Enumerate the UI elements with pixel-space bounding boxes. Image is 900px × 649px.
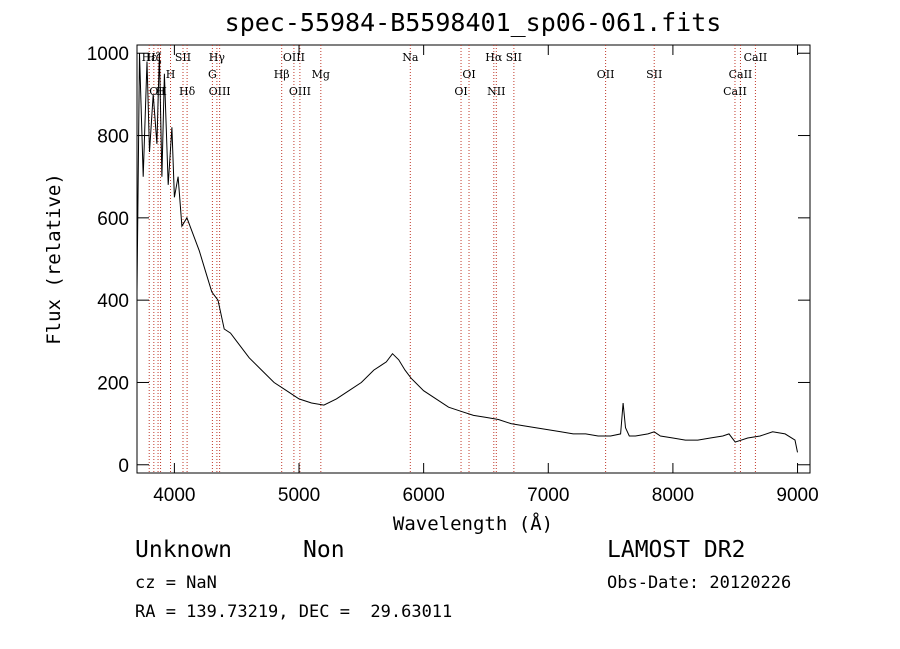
line-label-OI: OI (454, 85, 467, 98)
spectrum-chart: HεHζOIIHHSIIHδHγGOIIIHβOIIIOIIIMgNaOIOIH… (43, 44, 819, 535)
line-label-Hζ: Hζ (146, 51, 162, 64)
y-axis-label: Flux (relative) (43, 173, 65, 345)
line-label-SII: SII (506, 51, 522, 64)
line-label-CaII: CaII (729, 68, 753, 81)
x-axis: 4000 5000 6000 7000 8000 9000 (153, 45, 819, 506)
y-tick-label-600: 600 (97, 209, 129, 230)
y-tick-label-0: 0 (118, 456, 129, 477)
y-tick-label-200: 200 (97, 373, 129, 394)
line-label-G: G (208, 68, 217, 81)
x-tick-label-7000: 7000 (527, 485, 569, 506)
line-label-Na: Na (402, 51, 419, 64)
line-label-OIII: OIII (289, 85, 311, 98)
x-tick-label-6000: 6000 (403, 485, 445, 506)
x-tick-label-8000: 8000 (652, 485, 694, 506)
y-tick-label-800: 800 (97, 127, 129, 148)
spectrum-line (136, 53, 798, 453)
line-label-OIII: OIII (209, 85, 231, 98)
coordinates: RA = 139.73219, DEC = 29.63011 (135, 602, 453, 622)
line-label-Hγ: Hγ (209, 51, 226, 64)
line-label-OI: OI (462, 68, 475, 81)
plot-frame (136, 44, 811, 474)
chart-title: spec-55984-B5598401_sp06-061.fits (224, 8, 722, 37)
object-subclass: Non (303, 537, 345, 563)
y-tick-label-400: 400 (97, 291, 129, 312)
line-label-Hδ: Hδ (179, 85, 196, 98)
observation-date: Obs-Date: 20120226 (607, 573, 792, 593)
object-class: Unknown (135, 537, 232, 563)
y-axis: 0 200 400 600 800 1000 (87, 44, 810, 477)
line-label-CaII: CaII (723, 85, 747, 98)
line-label-CaII: CaII (744, 51, 768, 64)
line-label-Hε: Hε (142, 51, 158, 64)
line-label-SII: SII (175, 51, 191, 64)
line-label-H: H (166, 68, 176, 81)
line-label-OII: OII (597, 68, 615, 81)
line-label-Hβ: Hβ (274, 68, 290, 81)
line-label-Mg: Mg (312, 68, 330, 81)
x-tick-label-4000: 4000 (153, 485, 195, 506)
line-labels: HεHζOIIHHSIIHδHγGOIIIHβOIIIOIIIMgNaOIOIH… (142, 51, 768, 98)
x-tick-label-9000: 9000 (776, 485, 818, 506)
y-tick-label-1000: 1000 (87, 44, 129, 65)
x-axis-label: Wavelength (Å) (393, 512, 553, 535)
redshift-cz: cz = NaN (135, 573, 217, 593)
survey-name: LAMOST DR2 (607, 537, 746, 563)
line-label-Hα: Hα (485, 51, 503, 64)
line-markers (148, 45, 756, 473)
line-label-SII: SII (646, 68, 662, 81)
line-label-NII: NII (487, 85, 505, 98)
line-label-OIII: OIII (283, 51, 305, 64)
x-tick-label-5000: 5000 (278, 485, 320, 506)
